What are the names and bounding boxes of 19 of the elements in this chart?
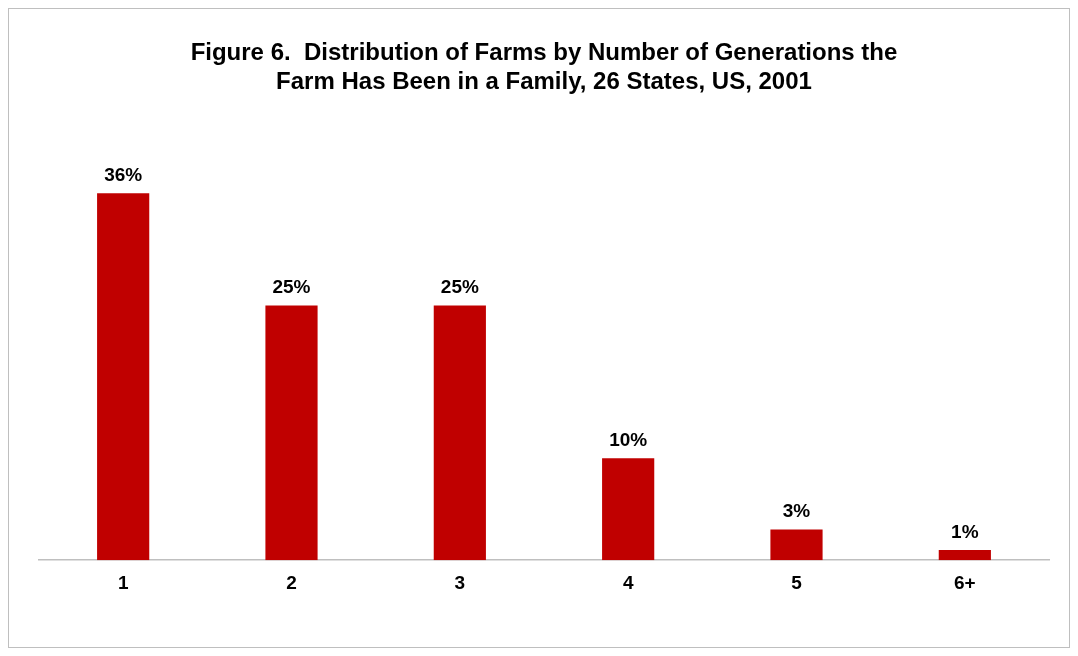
bar: [265, 305, 318, 561]
bar: [97, 193, 150, 561]
data-label: 3%: [782, 500, 811, 522]
x-tick-label: 1: [117, 571, 129, 593]
data-label: 25%: [272, 276, 311, 298]
x-tick-label: 5: [791, 571, 803, 593]
data-label: 1%: [951, 520, 979, 542]
data-label: 10%: [609, 429, 648, 451]
data-label: 36%: [104, 164, 143, 186]
bar: [433, 305, 486, 561]
x-tick-label: 4: [622, 571, 634, 593]
data-label: 25%: [440, 276, 479, 298]
bar: [602, 458, 655, 561]
x-tick-label: 3: [454, 571, 466, 593]
bar: [938, 550, 991, 561]
x-tick-label: 6+: [954, 571, 976, 593]
x-tick-label: 2: [286, 571, 297, 593]
chart-title: Figure 6. Distribution of Farms by Number of Generations the Farm Has Been in a Family, 26 States, US, 2001: [190, 38, 898, 94]
bar: [770, 529, 823, 561]
